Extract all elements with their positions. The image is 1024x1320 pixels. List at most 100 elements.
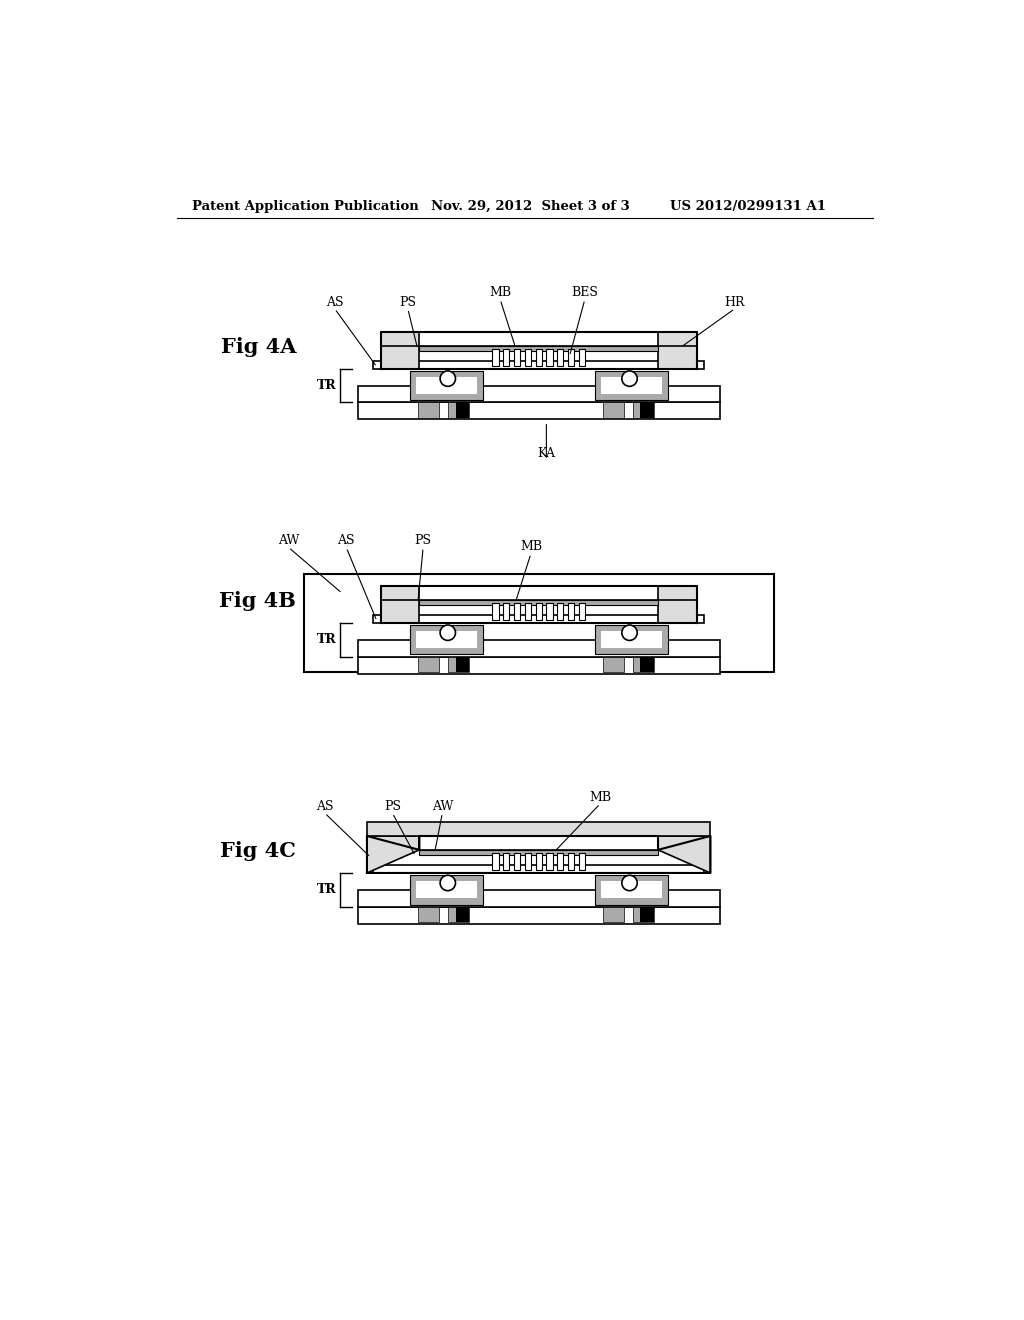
Text: PS: PS — [399, 296, 417, 309]
Bar — [493, 853, 499, 870]
Bar — [373, 615, 705, 623]
Text: AS: AS — [326, 296, 343, 309]
Bar — [418, 403, 439, 418]
Text: MB: MB — [489, 286, 511, 300]
Bar — [579, 348, 585, 366]
Bar — [419, 331, 658, 346]
Bar — [503, 603, 509, 619]
Bar — [381, 586, 696, 599]
Bar — [493, 603, 499, 619]
Bar — [633, 656, 654, 672]
Bar — [658, 586, 696, 623]
Bar — [357, 385, 720, 403]
Bar — [557, 603, 563, 619]
Bar — [547, 603, 553, 619]
Circle shape — [622, 371, 637, 387]
Bar — [503, 348, 509, 366]
Bar — [514, 853, 520, 870]
Bar — [456, 907, 469, 923]
Bar — [602, 656, 625, 672]
Bar — [418, 656, 439, 672]
Bar — [633, 403, 654, 418]
Bar — [381, 331, 419, 368]
Bar — [503, 853, 509, 870]
Text: Fig 4C: Fig 4C — [220, 841, 296, 862]
Text: KA: KA — [538, 447, 555, 461]
Text: AS: AS — [338, 535, 355, 548]
Text: Fig 4B: Fig 4B — [219, 591, 296, 611]
Bar — [357, 403, 720, 420]
Bar — [456, 656, 469, 672]
Bar — [416, 631, 477, 648]
Bar — [410, 371, 483, 400]
Text: PS: PS — [384, 800, 400, 813]
Text: Patent Application Publication: Patent Application Publication — [193, 199, 419, 213]
Circle shape — [440, 371, 456, 387]
Bar — [381, 331, 696, 346]
Bar — [579, 853, 585, 870]
Bar — [633, 907, 654, 923]
Bar — [547, 853, 553, 870]
Bar — [579, 603, 585, 619]
Bar — [536, 853, 542, 870]
Bar — [640, 403, 654, 418]
Bar — [658, 331, 696, 368]
Text: Nov. 29, 2012  Sheet 3 of 3: Nov. 29, 2012 Sheet 3 of 3 — [431, 199, 630, 213]
Bar — [416, 378, 477, 395]
Bar — [419, 586, 658, 599]
Polygon shape — [658, 836, 711, 873]
Bar — [602, 907, 625, 923]
Bar — [536, 348, 542, 366]
Text: AW: AW — [278, 535, 299, 548]
Bar — [419, 599, 658, 605]
Bar — [456, 403, 469, 418]
Text: MB: MB — [520, 540, 542, 553]
Bar — [524, 853, 531, 870]
Bar — [419, 346, 658, 351]
Text: Fig 4A: Fig 4A — [220, 337, 296, 356]
Bar — [357, 656, 720, 673]
Text: AW: AW — [432, 800, 453, 813]
Circle shape — [622, 875, 637, 891]
Bar — [357, 640, 720, 656]
Bar — [595, 626, 668, 655]
Bar — [447, 403, 469, 418]
Text: BES: BES — [571, 286, 598, 300]
Text: HR: HR — [725, 296, 745, 309]
Circle shape — [622, 626, 637, 640]
Bar — [367, 822, 711, 836]
Bar — [524, 603, 531, 619]
Bar — [447, 656, 469, 672]
Bar — [595, 371, 668, 400]
Bar — [381, 586, 419, 623]
Bar — [640, 656, 654, 672]
Bar — [514, 603, 520, 619]
Bar — [568, 348, 574, 366]
Text: TR: TR — [317, 883, 337, 896]
Text: AS: AS — [315, 800, 334, 813]
Bar — [601, 882, 662, 899]
Bar — [524, 348, 531, 366]
Bar — [557, 348, 563, 366]
Bar — [602, 403, 625, 418]
Polygon shape — [367, 836, 419, 873]
Bar — [410, 626, 483, 655]
Bar — [373, 866, 705, 873]
Bar — [493, 348, 499, 366]
Bar — [304, 574, 773, 672]
Bar — [601, 631, 662, 648]
Bar — [557, 853, 563, 870]
Text: TR: TR — [317, 379, 337, 392]
Text: MB: MB — [589, 791, 611, 804]
Bar — [568, 603, 574, 619]
Text: US 2012/0299131 A1: US 2012/0299131 A1 — [670, 199, 825, 213]
Bar — [568, 853, 574, 870]
Bar — [514, 348, 520, 366]
Bar — [373, 360, 705, 368]
Circle shape — [440, 875, 456, 891]
Text: TR: TR — [317, 634, 337, 647]
Circle shape — [440, 626, 456, 640]
Bar — [410, 875, 483, 904]
Bar — [416, 882, 477, 899]
Bar — [640, 907, 654, 923]
